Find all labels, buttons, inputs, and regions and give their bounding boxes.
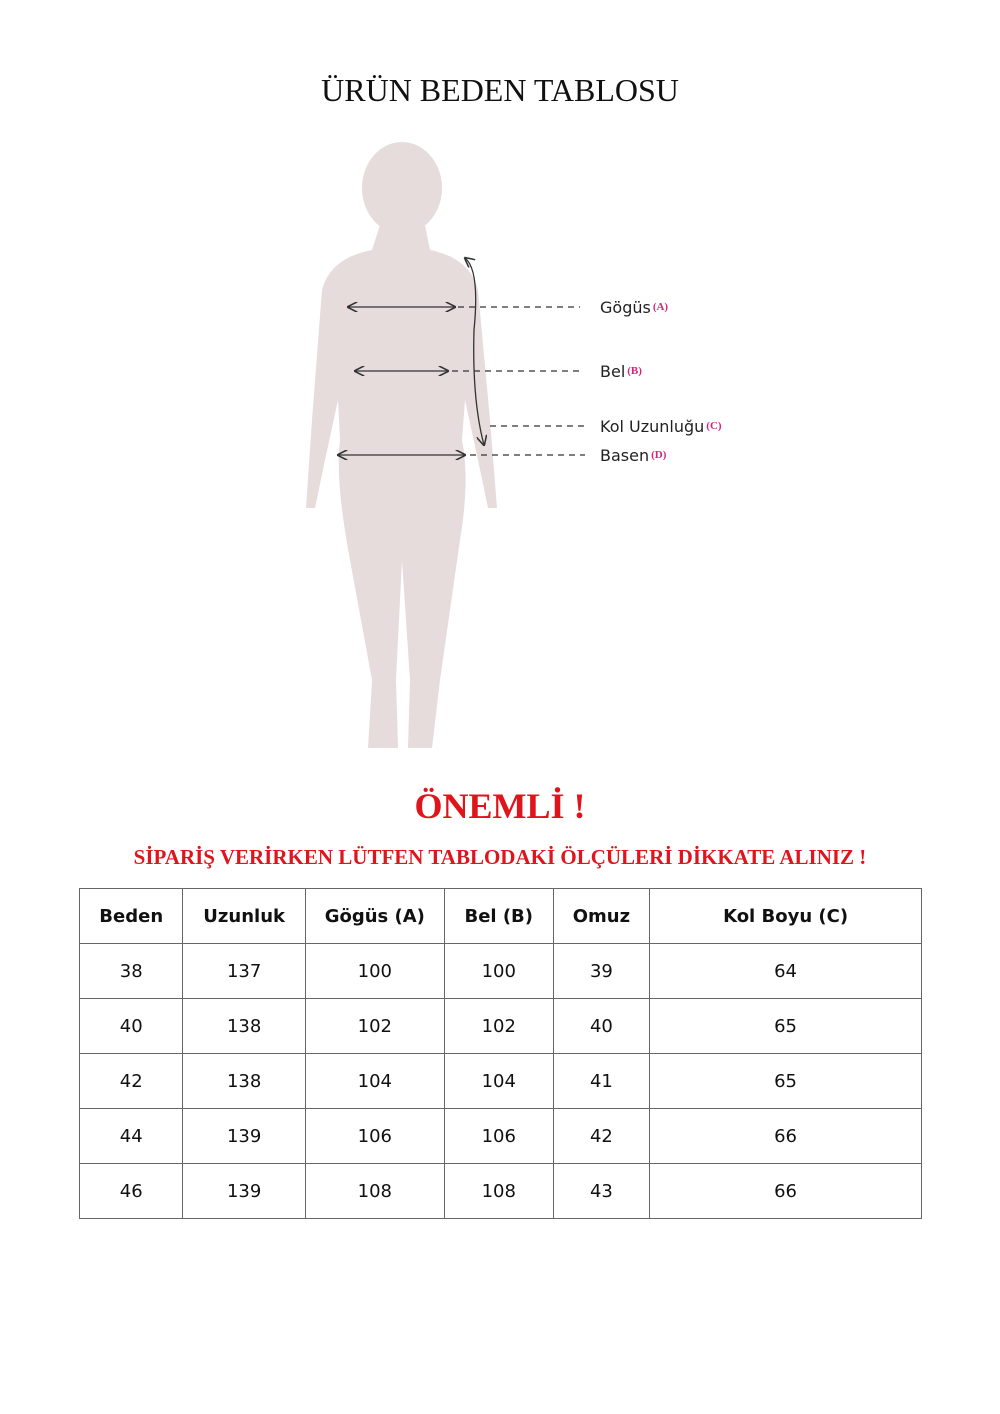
table-cell: 137 xyxy=(182,943,306,999)
measure-label: Basen (D) xyxy=(600,446,667,465)
measure-code: (C) xyxy=(706,420,722,432)
table-cell: 65 xyxy=(649,1053,922,1109)
table-cell: 100 xyxy=(304,943,445,999)
table-cell: 38 xyxy=(78,943,184,999)
table-row: 42 138 104 104 41 65 xyxy=(78,1053,922,1109)
table-cell: 108 xyxy=(304,1163,445,1219)
table-cell: 40 xyxy=(78,998,184,1054)
measure-code: (B) xyxy=(627,365,642,377)
measure-code: (A) xyxy=(653,301,669,313)
column-header: Omuz xyxy=(552,888,651,944)
column-header: Bel (B) xyxy=(443,888,554,944)
column-header: Kol Boyu (C) xyxy=(649,888,922,944)
table-cell: 46 xyxy=(78,1163,184,1219)
table-row: 40 138 102 102 40 65 xyxy=(78,998,922,1054)
column-header: Beden xyxy=(78,888,184,944)
size-table: Beden Uzunluk Gögüs (A) Bel (B) Omuz Kol Boyu… xyxy=(78,888,922,1219)
table-cell: 43 xyxy=(552,1163,651,1219)
table-cell: 108 xyxy=(443,1163,554,1219)
table-cell: 139 xyxy=(182,1163,306,1219)
page-title: ÜRÜN BEDEN TABLOSU xyxy=(321,72,679,108)
measure-label: Bel (B) xyxy=(600,362,642,381)
table-cell: 106 xyxy=(443,1108,554,1164)
column-header: Gögüs (A) xyxy=(304,888,445,944)
measure-name: Kol Uzunluğu xyxy=(600,417,704,436)
silhouette xyxy=(306,142,497,748)
table-cell: 102 xyxy=(304,998,445,1054)
measure-label: Kol Uzunluğu (C) xyxy=(600,417,722,436)
measure-code: (D) xyxy=(651,449,667,461)
table-cell: 64 xyxy=(649,943,922,999)
measure-name: Gögüs xyxy=(600,298,651,317)
table-cell: 66 xyxy=(649,1163,922,1219)
notice-text: SİPARİŞ VERİRKEN LÜTFEN TABLODAKİ ÖLÇÜLE… xyxy=(133,845,867,869)
table-cell: 106 xyxy=(304,1108,445,1164)
table-cell: 138 xyxy=(182,998,306,1054)
table-row: 44 139 106 106 42 66 xyxy=(78,1108,922,1164)
table-cell: 100 xyxy=(443,943,554,999)
table-cell: 138 xyxy=(182,1053,306,1109)
table-cell: 65 xyxy=(649,998,922,1054)
measure-name: Basen xyxy=(600,446,649,465)
measure-label: Gögüs (A) xyxy=(600,298,668,317)
table-row: 38 137 100 100 39 64 xyxy=(78,943,922,999)
table-cell: 139 xyxy=(182,1108,306,1164)
measure-lines xyxy=(338,258,585,455)
table-row: 46 139 108 108 43 66 xyxy=(78,1163,922,1219)
table-cell: 40 xyxy=(552,998,651,1054)
table-cell: 104 xyxy=(443,1053,554,1109)
column-header: Uzunluk xyxy=(182,888,306,944)
table-cell: 39 xyxy=(552,943,651,999)
table-cell: 44 xyxy=(78,1108,184,1164)
table-cell: 66 xyxy=(649,1108,922,1164)
notice-title: ÖNEMLİ ! xyxy=(414,786,586,826)
figure: Gögüs (A) Bel (B) Kol Uzunluğu (C) Basen (D) xyxy=(306,142,722,748)
table-cell: 41 xyxy=(552,1053,651,1109)
table-cell: 42 xyxy=(552,1108,651,1164)
table-cell: 102 xyxy=(443,998,554,1054)
table-cell: 42 xyxy=(78,1053,184,1109)
measure-name: Bel xyxy=(600,362,625,381)
table-cell: 104 xyxy=(304,1053,445,1109)
